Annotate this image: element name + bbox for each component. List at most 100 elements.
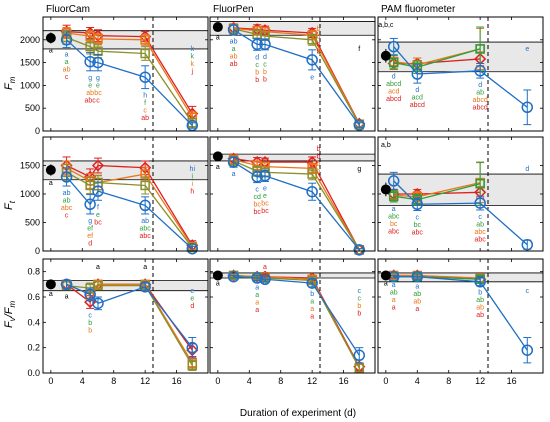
significance-letter: ab <box>476 312 484 319</box>
significance-letter: b <box>255 69 259 76</box>
significance-letter: abcd <box>473 105 488 112</box>
significance-letter: bc <box>94 90 102 97</box>
data-point-circle <box>411 68 424 80</box>
significance-letter: c <box>478 214 482 221</box>
y-tick-label: 0.4 <box>27 317 40 327</box>
significance-letter: d <box>478 82 482 89</box>
significance-letter: abc <box>139 225 151 232</box>
data-point-circle <box>474 276 486 288</box>
x-tick-label: 8 <box>111 376 116 386</box>
significance-letter: cd <box>253 194 261 201</box>
significance-letter: ab <box>413 298 421 305</box>
x-tick-label: 12 <box>475 376 485 386</box>
significance-letter: b <box>316 26 320 33</box>
significance-letter: bc <box>253 209 261 216</box>
significance-letter: a <box>49 180 53 187</box>
significance-letter: ef <box>87 225 93 232</box>
data-point-diamond <box>91 159 105 172</box>
control-point <box>45 32 56 43</box>
significance-letter: ab <box>141 218 149 225</box>
y-tick-label: 0 <box>35 126 40 136</box>
significance-letter: ab <box>261 272 269 279</box>
significance-letter: ab <box>230 61 238 68</box>
significance-letter: b <box>310 291 314 298</box>
significance-letter: h <box>143 93 147 100</box>
significance-letter: c <box>358 296 362 303</box>
significance-letter: b <box>263 69 267 76</box>
data-point-square <box>140 48 150 59</box>
significance-letter: ab <box>141 115 149 122</box>
significance-letter: d <box>190 303 194 310</box>
significance-letter: b <box>263 76 267 83</box>
panel-frame <box>42 136 209 252</box>
control-point <box>212 270 223 281</box>
data-point-circle <box>259 38 271 51</box>
significance-letter: e <box>96 82 100 89</box>
significance-letter: b <box>316 41 320 48</box>
significance-letter: e <box>190 296 194 303</box>
significance-letter: ab <box>413 291 421 298</box>
x-tick-label: 4 <box>247 376 252 386</box>
significance-letter: g <box>357 166 361 173</box>
series-line-red <box>233 274 360 367</box>
data-point-circle <box>186 341 199 354</box>
series-line-orange <box>233 274 360 369</box>
significance-letter: a <box>415 283 419 290</box>
x-tick-label: 0 <box>383 376 388 386</box>
significance-letter: a,b <box>381 142 391 149</box>
significance-letter: b <box>478 290 482 297</box>
data-point-square <box>307 169 317 179</box>
significance-letter: a <box>65 293 69 300</box>
y-tick-label: 1000 <box>20 189 40 199</box>
significance-letter: d <box>525 166 529 173</box>
panel-frame <box>42 16 209 132</box>
significance-letter: a <box>216 35 220 42</box>
significance-letter: acd <box>388 88 399 95</box>
panel-frame <box>42 258 209 374</box>
data-point-circle <box>411 270 424 283</box>
control-point <box>380 184 391 195</box>
control-point <box>212 151 223 162</box>
significance-letter: abcd <box>386 96 401 103</box>
significance-letter: abcd <box>386 81 401 88</box>
significance-letter: k <box>191 54 195 61</box>
data-point-square <box>140 35 150 45</box>
data-point-square <box>388 57 399 68</box>
x-tick-label: 12 <box>307 376 317 386</box>
data-point-circle <box>186 242 199 255</box>
significance-letter: a <box>310 313 314 320</box>
series-line-olive <box>233 274 360 369</box>
significance-letter: b <box>316 49 320 56</box>
significance-letter: c <box>96 97 100 104</box>
data-point-circle <box>521 101 534 114</box>
significance-letter: abc <box>139 233 151 240</box>
significance-letter: abc <box>84 97 96 104</box>
series-line-blue <box>393 46 528 108</box>
significance-letter: abc <box>61 205 73 212</box>
significance-letter: ab <box>390 290 398 297</box>
significance-letter: bc <box>253 202 261 209</box>
reference-band <box>378 174 543 206</box>
significance-letter: a <box>384 281 388 288</box>
data-point-square <box>187 360 198 371</box>
significance-letter: d <box>263 54 267 61</box>
data-point-circle <box>259 170 271 182</box>
significance-letter: abc <box>474 236 486 243</box>
y-tick-label: 1500 <box>20 161 40 171</box>
significance-letter: b <box>357 303 361 310</box>
significance-letter: a <box>232 171 236 178</box>
significance-letter: b <box>357 311 361 318</box>
significance-letter: f <box>144 100 146 107</box>
significance-letter: a <box>65 59 69 66</box>
control-point <box>212 22 223 33</box>
panel-frame <box>209 258 376 374</box>
significance-letter: a <box>49 291 53 298</box>
significance-letter: b <box>88 327 92 334</box>
significance-letter: acd <box>412 95 423 102</box>
data-point-square <box>475 178 485 189</box>
significance-letter: a <box>216 164 220 171</box>
data-point-circle <box>251 171 263 183</box>
data-point-circle <box>227 156 240 168</box>
